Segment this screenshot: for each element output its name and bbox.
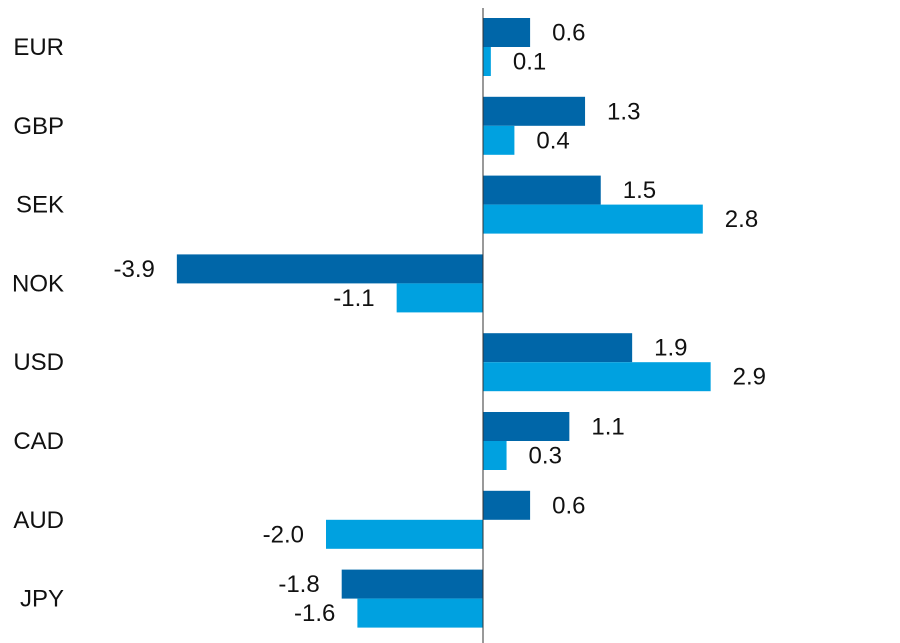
category-label-usd: USD <box>13 349 64 376</box>
bar-jpy-series1 <box>341 569 483 599</box>
bar-jpy-series2 <box>357 598 483 628</box>
value-label-aud-series1: 0.6 <box>552 492 585 519</box>
value-label-jpy-series2: -1.6 <box>294 600 335 627</box>
labels-layer: EUR0.60.1GBP1.30.4SEK1.52.8NOK-3.9-1.1US… <box>12 20 766 628</box>
category-label-aud: AUD <box>13 507 64 534</box>
bar-gbp-series1 <box>483 96 586 126</box>
category-label-eur: EUR <box>13 34 64 61</box>
value-label-aud-series2: -2.0 <box>263 521 304 548</box>
bar-cad-series2 <box>483 441 507 470</box>
value-label-cad-series1: 1.1 <box>591 414 624 441</box>
category-label-cad: CAD <box>13 428 64 455</box>
value-label-sek-series1: 1.5 <box>623 177 656 204</box>
value-label-usd-series2: 2.9 <box>733 364 766 391</box>
bar-gbp-series2 <box>483 125 515 155</box>
value-label-gbp-series2: 0.4 <box>536 127 569 154</box>
bar-sek-series2 <box>483 204 703 234</box>
category-label-nok: NOK <box>12 270 64 297</box>
category-label-jpy: JPY <box>20 586 64 613</box>
value-label-nok-series1: -3.9 <box>113 256 154 283</box>
value-label-sek-series2: 2.8 <box>725 206 758 233</box>
bar-usd-series1 <box>483 333 633 363</box>
value-label-eur-series1: 0.6 <box>552 20 585 47</box>
bar-sek-series1 <box>483 175 601 205</box>
bar-eur-series2 <box>483 47 491 76</box>
value-label-nok-series2: -1.1 <box>333 285 374 312</box>
category-label-gbp: GBP <box>13 113 64 140</box>
value-label-gbp-series1: 1.3 <box>607 98 640 125</box>
value-label-usd-series1: 1.9 <box>654 335 687 362</box>
bars-layer <box>176 18 711 628</box>
bar-nok-series1 <box>176 254 483 284</box>
bar-aud-series2 <box>326 519 483 549</box>
bar-cad-series1 <box>483 412 570 441</box>
value-label-cad-series2: 0.3 <box>529 443 562 470</box>
category-label-sek: SEK <box>16 192 64 219</box>
bar-nok-series2 <box>396 283 483 313</box>
value-label-jpy-series1: -1.8 <box>278 571 319 598</box>
value-label-eur-series2: 0.1 <box>513 49 546 76</box>
bar-usd-series2 <box>483 362 711 392</box>
bar-eur-series1 <box>483 18 531 47</box>
bar-aud-series1 <box>483 490 531 520</box>
